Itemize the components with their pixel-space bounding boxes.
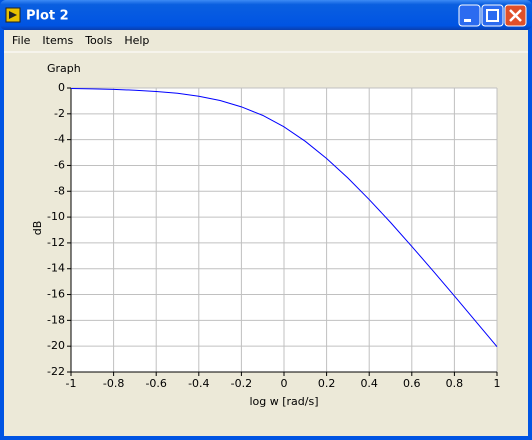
x-tick-label: 0.2: [318, 377, 336, 390]
minimize-button[interactable]: [458, 4, 481, 27]
x-tick-label: 0.6: [403, 377, 421, 390]
menu-item[interactable]: Tools: [84, 34, 112, 47]
y-tick-label: -6: [54, 158, 65, 171]
x-tick-label: -0.6: [145, 377, 166, 390]
y-tick-label: -14: [47, 262, 65, 275]
y-tick-label: -18: [47, 313, 65, 326]
x-tick-label: -1: [66, 377, 77, 390]
x-tick-label: 0.8: [446, 377, 464, 390]
data-line: [70, 88, 498, 348]
y-tick-label: -8: [54, 184, 65, 197]
app-icon-glyph: [9, 11, 17, 19]
maximize-button[interactable]: [481, 4, 504, 27]
x-tick-label: -0.2: [231, 377, 252, 390]
y-tick-label: -2: [54, 107, 65, 120]
x-tick-label: -0.4: [188, 377, 209, 390]
x-axis-label: log w [rad/s]: [249, 395, 318, 408]
graph-label: Graph: [47, 62, 81, 75]
close-button[interactable]: [504, 4, 527, 27]
y-tick-label: -20: [47, 339, 65, 352]
y-tick-label: -22: [47, 365, 65, 378]
x-tick-label: -0.8: [103, 377, 124, 390]
title-bar: [0, 0, 532, 30]
menu-item[interactable]: Help: [124, 34, 149, 47]
y-axis-label: dB: [31, 221, 44, 236]
y-tick-label: -4: [54, 133, 65, 146]
x-tick-label: 0.4: [360, 377, 378, 390]
x-tick-label: 1: [494, 377, 501, 390]
y-tick-label: -10: [47, 210, 65, 223]
y-tick-label: 0: [58, 81, 65, 94]
y-tick-label: -12: [47, 236, 65, 249]
y-tick-label: -16: [47, 288, 65, 301]
menu-item[interactable]: Items: [42, 34, 73, 47]
menu-item[interactable]: File: [12, 34, 31, 47]
x-tick-label: 0: [281, 377, 288, 390]
window-title: Plot 2: [26, 9, 69, 24]
